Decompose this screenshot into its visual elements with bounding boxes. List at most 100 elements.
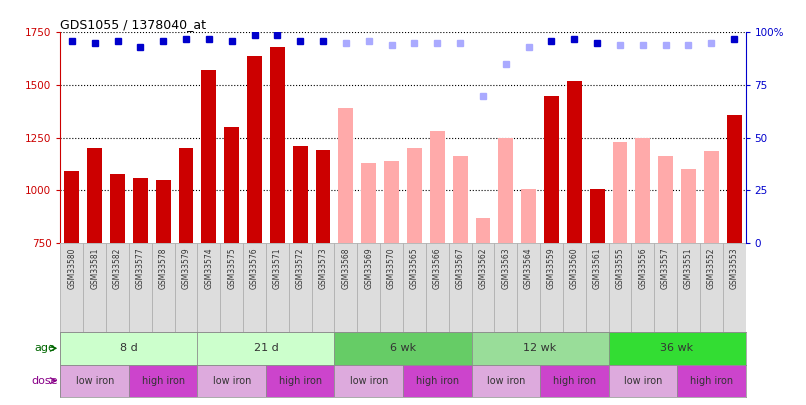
Text: GSM33568: GSM33568 bbox=[342, 247, 351, 289]
Text: GSM33572: GSM33572 bbox=[296, 247, 305, 289]
Bar bbox=[156, 180, 171, 243]
Text: GSM33570: GSM33570 bbox=[387, 247, 396, 289]
Text: GSM33551: GSM33551 bbox=[684, 247, 693, 289]
Text: GSM33565: GSM33565 bbox=[410, 247, 419, 289]
Bar bbox=[472, 332, 609, 364]
Text: dose: dose bbox=[31, 376, 58, 386]
Text: GSM33555: GSM33555 bbox=[616, 247, 625, 289]
Bar bbox=[243, 243, 266, 332]
Text: GSM33561: GSM33561 bbox=[592, 247, 601, 289]
Bar bbox=[659, 156, 673, 243]
Bar bbox=[380, 243, 403, 332]
Bar bbox=[403, 364, 472, 397]
Text: GSM33579: GSM33579 bbox=[181, 247, 190, 289]
Bar bbox=[723, 243, 746, 332]
Bar bbox=[540, 243, 563, 332]
Bar bbox=[631, 243, 654, 332]
Bar bbox=[384, 161, 399, 243]
Bar bbox=[498, 138, 513, 243]
Text: GSM33559: GSM33559 bbox=[547, 247, 556, 289]
Bar bbox=[472, 364, 540, 397]
Bar bbox=[609, 243, 631, 332]
Text: low iron: low iron bbox=[487, 376, 525, 386]
Bar bbox=[110, 173, 125, 243]
Bar bbox=[517, 243, 540, 332]
Bar bbox=[361, 163, 376, 243]
Bar bbox=[609, 364, 677, 397]
Bar bbox=[289, 243, 312, 332]
Bar bbox=[197, 332, 334, 364]
Bar bbox=[133, 178, 147, 243]
Bar bbox=[449, 243, 472, 332]
Text: low iron: low iron bbox=[624, 376, 662, 386]
Text: GSM33581: GSM33581 bbox=[90, 247, 99, 289]
Bar bbox=[266, 364, 334, 397]
Bar bbox=[635, 138, 650, 243]
Text: age: age bbox=[34, 343, 55, 353]
Bar bbox=[494, 243, 517, 332]
Text: GDS1055 / 1378040_at: GDS1055 / 1378040_at bbox=[60, 18, 206, 31]
Text: 21 d: 21 d bbox=[254, 343, 278, 353]
Bar bbox=[586, 243, 609, 332]
Bar bbox=[567, 81, 582, 243]
Bar bbox=[152, 243, 175, 332]
Bar bbox=[129, 243, 152, 332]
Bar bbox=[247, 55, 262, 243]
Text: high iron: high iron bbox=[553, 376, 596, 386]
Bar bbox=[197, 364, 266, 397]
Bar bbox=[293, 146, 308, 243]
Bar bbox=[613, 142, 627, 243]
Bar bbox=[453, 156, 467, 243]
Bar bbox=[83, 243, 106, 332]
Text: high iron: high iron bbox=[416, 376, 459, 386]
Text: GSM33569: GSM33569 bbox=[364, 247, 373, 289]
Text: high iron: high iron bbox=[690, 376, 733, 386]
Text: 36 wk: 36 wk bbox=[660, 343, 694, 353]
Text: GSM33580: GSM33580 bbox=[68, 247, 77, 289]
Bar bbox=[224, 127, 239, 243]
Text: GSM33578: GSM33578 bbox=[159, 247, 168, 289]
Bar bbox=[270, 47, 285, 243]
Bar bbox=[407, 148, 422, 243]
Bar bbox=[563, 243, 586, 332]
Text: GSM33556: GSM33556 bbox=[638, 247, 647, 289]
Text: GSM33576: GSM33576 bbox=[250, 247, 259, 289]
Text: GSM33553: GSM33553 bbox=[729, 247, 738, 289]
Bar bbox=[339, 108, 353, 243]
Bar bbox=[590, 189, 604, 243]
Text: GSM33582: GSM33582 bbox=[113, 247, 122, 289]
Bar bbox=[175, 243, 197, 332]
Bar bbox=[677, 364, 746, 397]
Bar bbox=[266, 243, 289, 332]
Text: GSM33557: GSM33557 bbox=[661, 247, 670, 289]
Bar bbox=[60, 364, 129, 397]
Bar bbox=[60, 243, 83, 332]
Bar bbox=[106, 243, 129, 332]
Text: GSM33574: GSM33574 bbox=[205, 247, 214, 289]
Bar bbox=[202, 70, 216, 243]
Text: low iron: low iron bbox=[76, 376, 114, 386]
Text: GSM33577: GSM33577 bbox=[136, 247, 145, 289]
Text: GSM33573: GSM33573 bbox=[318, 247, 327, 289]
Bar bbox=[220, 243, 243, 332]
Bar bbox=[540, 364, 609, 397]
Bar bbox=[426, 243, 449, 332]
Bar bbox=[179, 148, 193, 243]
Text: low iron: low iron bbox=[350, 376, 388, 386]
Bar bbox=[677, 243, 700, 332]
Bar bbox=[87, 148, 102, 243]
Text: GSM33552: GSM33552 bbox=[707, 247, 716, 289]
Text: GSM33563: GSM33563 bbox=[501, 247, 510, 289]
Bar bbox=[476, 218, 490, 243]
Bar bbox=[544, 96, 559, 243]
Text: GSM33562: GSM33562 bbox=[479, 247, 488, 289]
Bar bbox=[60, 332, 197, 364]
Text: GSM33564: GSM33564 bbox=[524, 247, 533, 289]
Text: high iron: high iron bbox=[142, 376, 185, 386]
Bar bbox=[312, 243, 334, 332]
Bar bbox=[357, 243, 380, 332]
Text: high iron: high iron bbox=[279, 376, 322, 386]
Bar bbox=[727, 115, 742, 243]
Bar bbox=[197, 243, 220, 332]
Bar bbox=[334, 332, 472, 364]
